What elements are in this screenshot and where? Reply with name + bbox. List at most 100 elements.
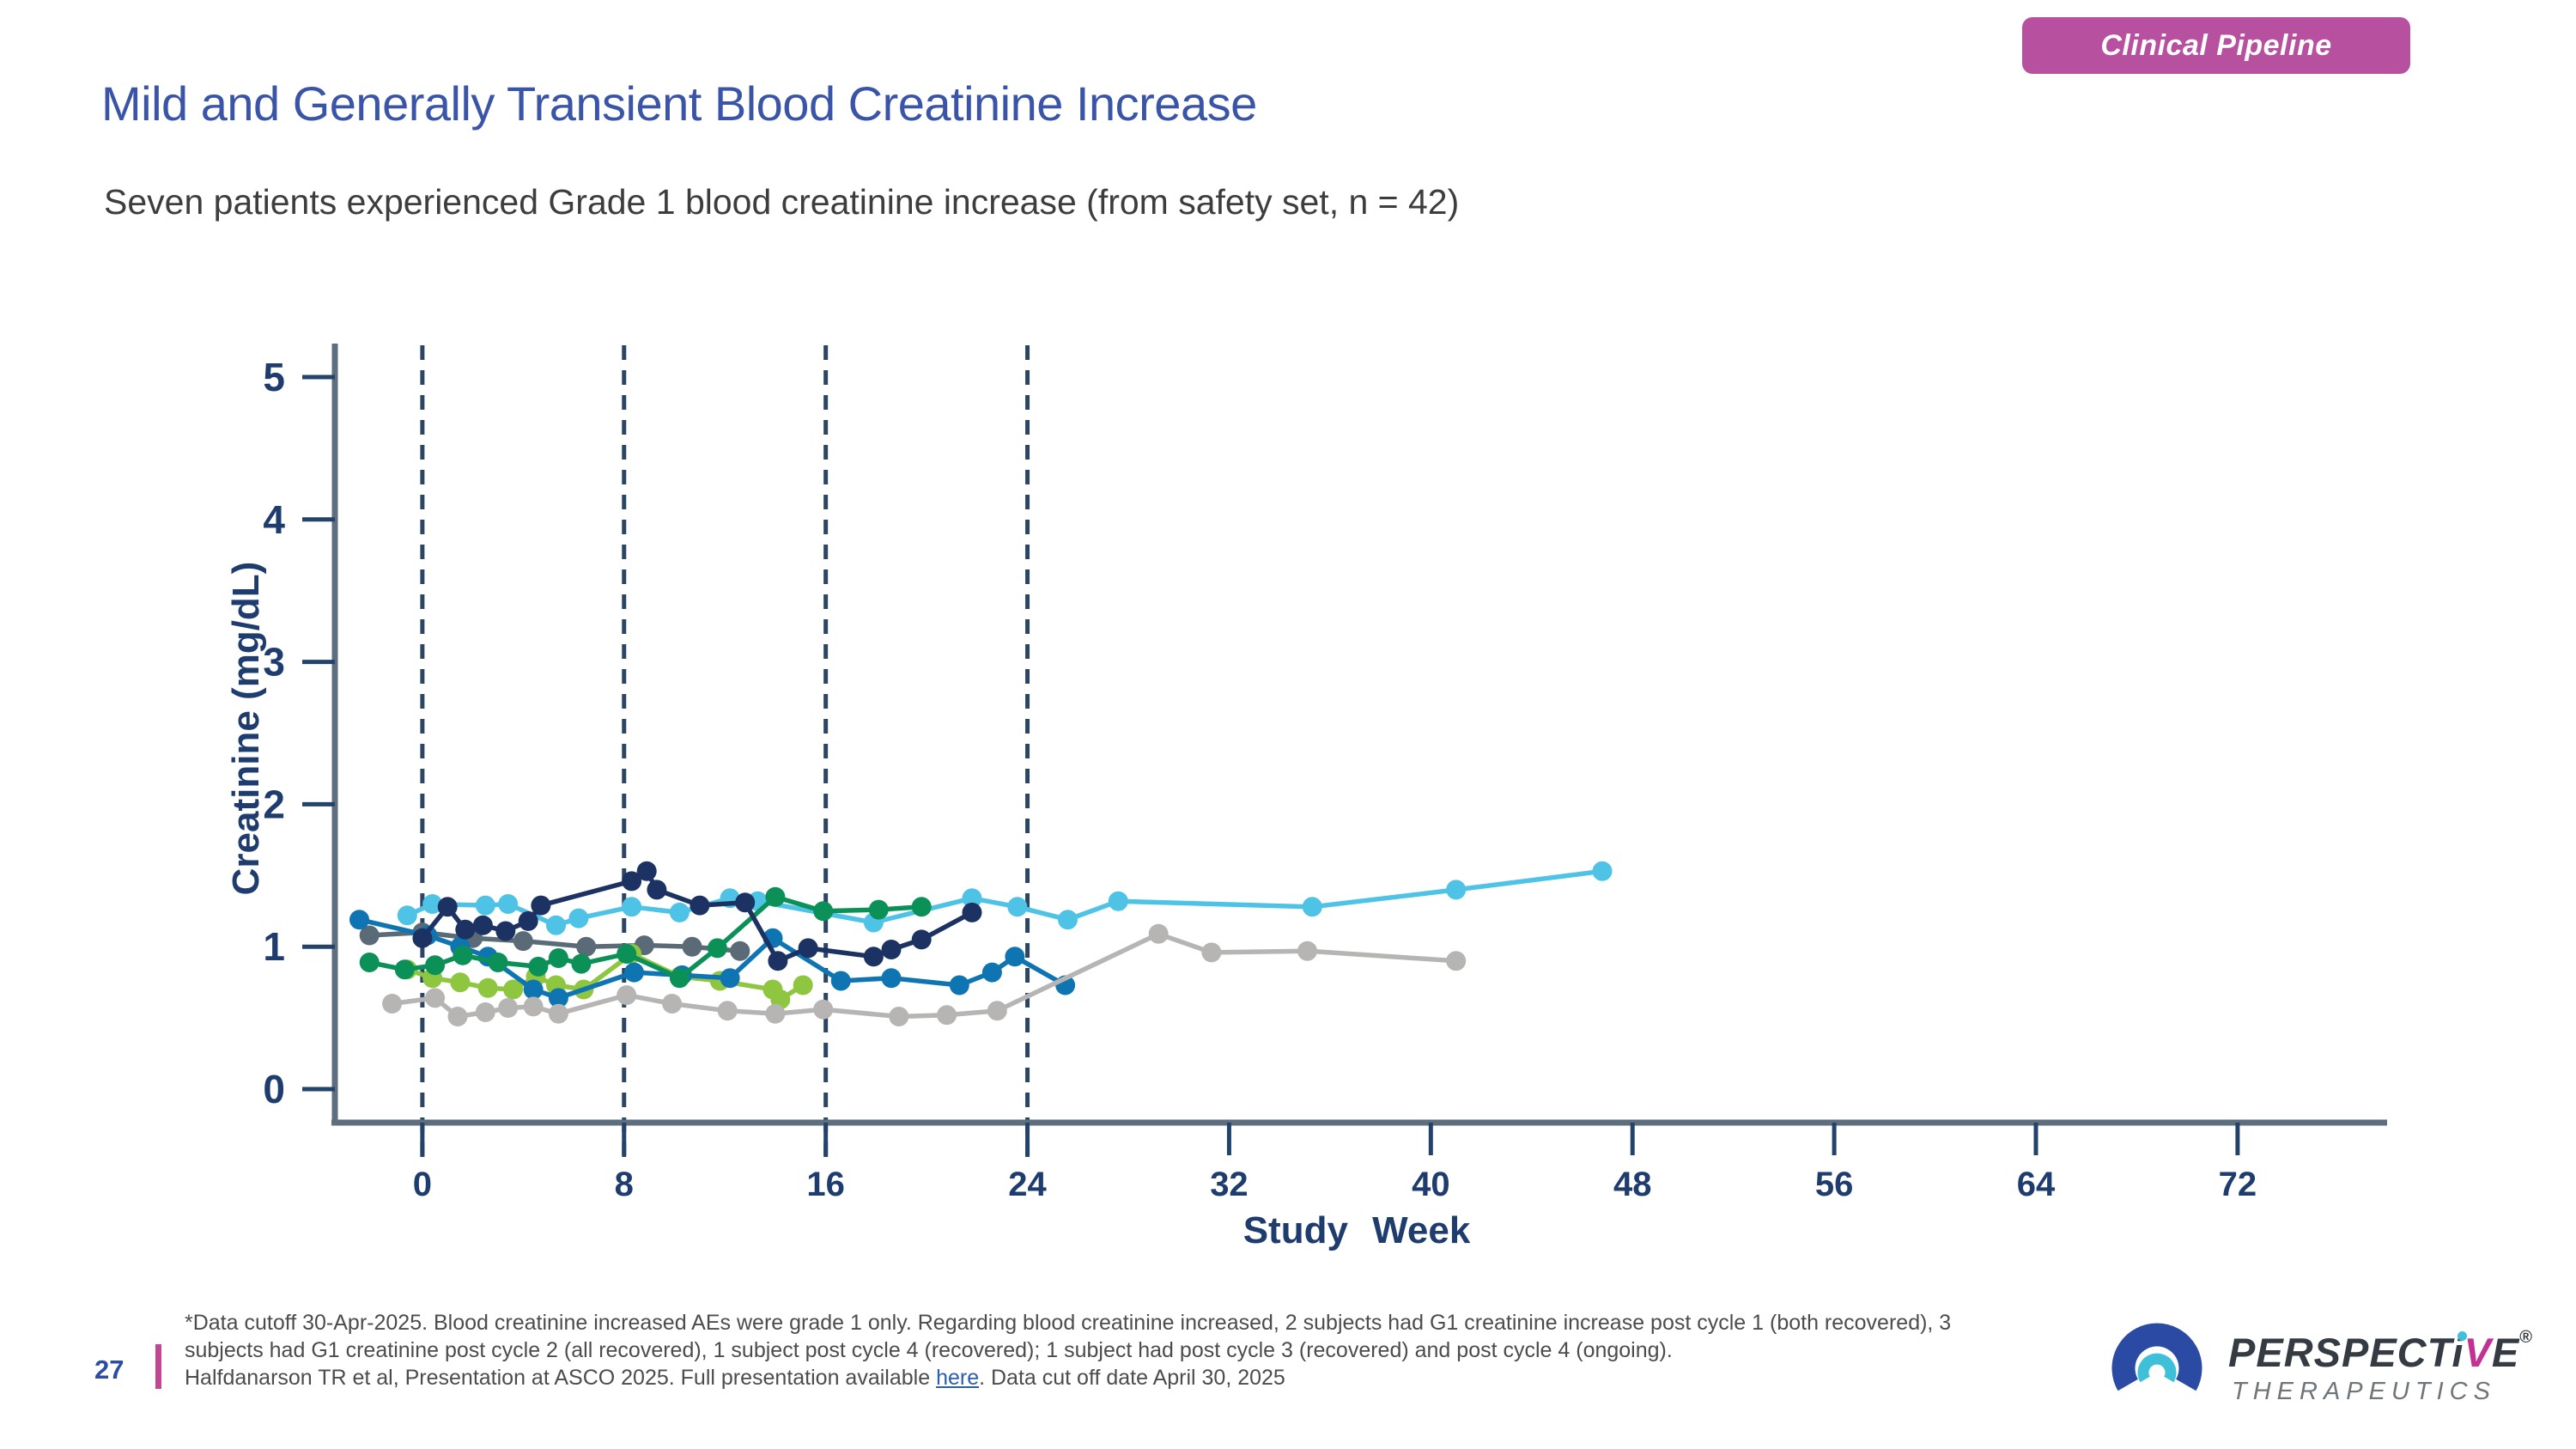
data-point <box>962 902 982 922</box>
data-point <box>531 895 551 916</box>
data-point <box>495 921 516 941</box>
data-point <box>793 975 813 995</box>
x-tick-label-24: 24 <box>1008 1166 1047 1203</box>
x-tick-label-0: 0 <box>413 1166 432 1203</box>
data-point <box>1446 951 1467 971</box>
y-tick-label-0: 0 <box>263 1067 285 1111</box>
data-point <box>730 941 750 961</box>
data-point <box>768 951 788 971</box>
data-point <box>830 971 851 991</box>
data-point <box>1148 923 1169 944</box>
data-point <box>735 892 756 913</box>
data-point <box>523 996 544 1017</box>
x-axis-title: Study Week <box>1242 1209 1471 1251</box>
data-point <box>548 988 568 1008</box>
data-point <box>472 915 493 935</box>
data-point <box>568 908 589 928</box>
footer-divider-bar <box>155 1344 161 1389</box>
data-point <box>617 985 637 1006</box>
data-point <box>455 919 476 940</box>
presentation-link[interactable]: here <box>936 1366 980 1390</box>
data-point <box>617 944 637 964</box>
data-point <box>868 899 889 920</box>
data-point <box>548 1003 568 1024</box>
data-point <box>1302 897 1322 917</box>
series-patient-gray <box>382 923 1467 1026</box>
page-subtitle: Seven patients experienced Grade 1 blood… <box>104 182 1460 222</box>
data-point <box>798 938 818 959</box>
data-point <box>503 979 524 1000</box>
y-tick-label-2: 2 <box>263 782 285 826</box>
page-number: 27 <box>94 1355 125 1385</box>
perspective-therapeutics-logo: PERSPECTiVE® THERAPEUTICS <box>2105 1316 2561 1428</box>
x-tick-label-64: 64 <box>2017 1166 2056 1203</box>
x-tick-label-16: 16 <box>806 1166 845 1203</box>
x-tick-label-8: 8 <box>615 1166 634 1203</box>
data-point <box>453 945 473 965</box>
data-point <box>662 994 683 1014</box>
logo-inner-arc <box>2137 1353 2177 1383</box>
logo-text-1: PERSPECT <box>2228 1330 2452 1375</box>
data-point <box>394 959 415 980</box>
data-point <box>450 972 471 993</box>
data-point <box>425 955 446 976</box>
data-point <box>382 994 403 1014</box>
data-point <box>359 953 380 972</box>
data-point <box>669 902 690 922</box>
data-point <box>765 1003 786 1024</box>
page-title: Mild and Generally Transient Blood Creat… <box>101 76 1257 131</box>
logo-wordmark: PERSPECTiVE® <box>2228 1328 2533 1376</box>
data-point <box>359 925 380 946</box>
data-point <box>647 880 667 900</box>
data-point <box>682 936 702 957</box>
data-point <box>981 962 1002 983</box>
data-point <box>1058 910 1078 930</box>
data-point <box>707 938 727 959</box>
footnote-line-3-tail: . Data cut off date April 30, 2025 <box>979 1366 1285 1390</box>
data-point <box>571 953 592 974</box>
data-point <box>690 895 710 916</box>
y-tick-label-4: 4 <box>263 497 285 542</box>
y-axis-title: Creatinine (mg/dL) <box>225 561 267 896</box>
data-point <box>1007 897 1028 917</box>
data-point <box>437 897 458 917</box>
data-point <box>498 998 519 1018</box>
data-point <box>717 1001 738 1021</box>
data-point <box>937 1005 957 1026</box>
series-patient-navy <box>412 861 982 971</box>
data-point <box>813 901 834 922</box>
series-line <box>358 917 1066 1001</box>
data-point <box>1446 880 1467 900</box>
data-point <box>477 977 498 998</box>
data-point <box>863 947 884 967</box>
series-patient-blue <box>349 910 1076 1008</box>
data-point <box>669 968 690 989</box>
x-tick-label-32: 32 <box>1210 1166 1249 1203</box>
data-point <box>475 1002 495 1022</box>
data-point <box>412 928 433 948</box>
series-patient-green <box>359 886 932 989</box>
logo-subtext: THERAPEUTICS <box>2232 1378 2496 1405</box>
footnote-line-1: *Data cutoff 30-Apr-2025. Blood creatini… <box>185 1311 1952 1335</box>
data-point <box>1592 861 1613 881</box>
data-point <box>523 979 544 1000</box>
footnote: *Data cutoff 30-Apr-2025. Blood creatini… <box>185 1309 1951 1391</box>
data-point <box>949 975 969 995</box>
y-tick-label-5: 5 <box>263 355 285 399</box>
data-point <box>548 948 568 968</box>
y-tick-label-1: 1 <box>263 924 285 969</box>
data-point <box>447 1007 468 1026</box>
y-tick-label-3: 3 <box>263 640 285 685</box>
data-point <box>889 1007 909 1026</box>
clinical-pipeline-badge: Clinical Pipeline <box>2022 17 2410 74</box>
x-tick-label-72: 72 <box>2219 1166 2257 1203</box>
data-point <box>488 953 508 972</box>
data-point <box>1201 942 1222 963</box>
logo-text-i: i <box>2451 1330 2464 1375</box>
data-point <box>813 999 834 1020</box>
series-patient-cyan <box>397 861 1613 935</box>
logo-arc-icon <box>2111 1323 2202 1391</box>
data-point <box>765 886 786 907</box>
